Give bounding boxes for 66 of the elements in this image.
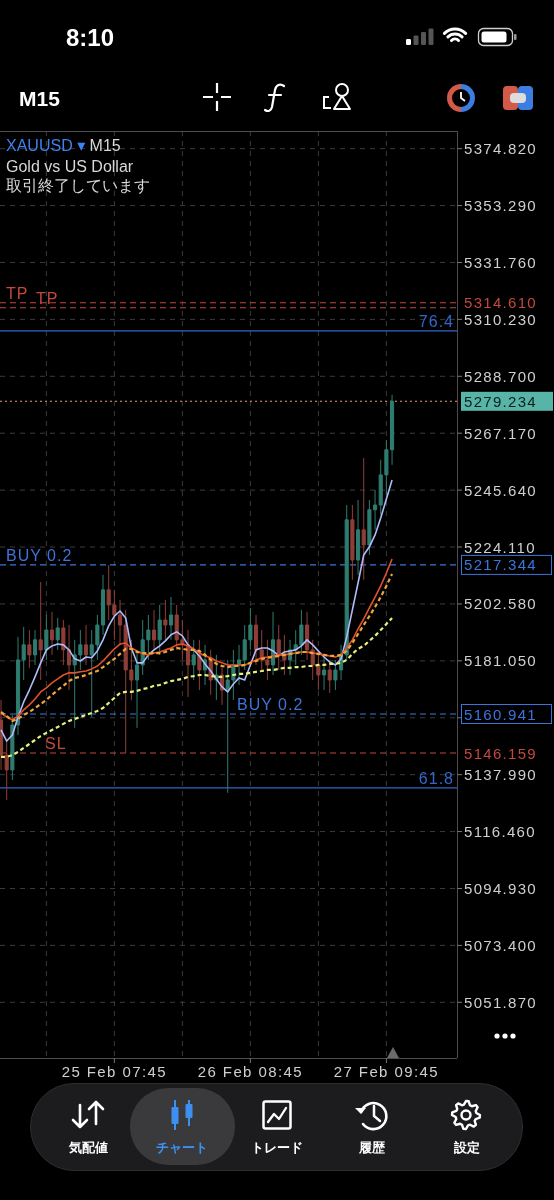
text: 設定 (452, 1140, 480, 1155)
y-tick-label: 5288.700 (464, 367, 537, 385)
y-tick-label: 5353.290 (464, 197, 537, 215)
ref-line-label: 5217.344 (464, 556, 537, 574)
candlestick (355, 499, 361, 576)
annotation: BUY 0.2 (237, 696, 304, 713)
line-series (0, 616, 394, 759)
annotation: SL (45, 735, 67, 753)
x-tick-label: 26 Feb 08:45 (197, 1063, 303, 1080)
ref-line-label: 5146.159 (464, 744, 537, 762)
annotation: BUY 0.2 (6, 546, 73, 564)
candlestick (282, 634, 287, 676)
candlestick (197, 639, 202, 691)
candlestick (185, 629, 191, 698)
text: 61.8 (418, 769, 454, 787)
text: 76.4 (418, 312, 454, 330)
x-tick-label: 27 Feb 09:45 (333, 1063, 439, 1080)
candlestick (310, 639, 315, 681)
ref-line-label: 5160.941 (464, 705, 537, 723)
candlestick (316, 649, 321, 691)
y-tick-label: 5137.990 (464, 766, 537, 784)
text: トレード (250, 1140, 303, 1155)
y-tick-label: 5202.580 (464, 595, 537, 613)
text: 履歴 (358, 1140, 386, 1155)
candlestick (83, 624, 89, 666)
candlestick (49, 611, 55, 656)
candlestick (168, 596, 174, 641)
candlestick (32, 629, 38, 666)
candlestick (157, 604, 162, 656)
ref-line-label: 5279.234 (464, 392, 537, 410)
candlestick (361, 457, 366, 581)
y-tick-label: 5116.460 (464, 823, 536, 841)
chart-title: XAUUSD ▾ M15 (6, 137, 121, 154)
candlestick (327, 659, 332, 694)
text: M15 (19, 87, 61, 110)
annotation: TP (36, 289, 59, 307)
candlestick (27, 629, 32, 669)
y-tick-label: 5267.170 (464, 424, 537, 442)
candlestick (55, 617, 60, 651)
y-tick-label: 5374.820 (464, 140, 537, 158)
candlestick (191, 639, 196, 681)
y-tick-label: 5181.050 (464, 652, 537, 670)
annotation: TP (6, 284, 29, 302)
y-tick-label: 5331.760 (464, 253, 537, 271)
y-tick-label: 5224.110 (464, 538, 536, 556)
y-tick-label: 5310.230 (464, 310, 537, 328)
text: Gold vs US Dollar 取引終了しています (6, 158, 150, 194)
x-tick-label: 25 Feb 07:45 (61, 1063, 167, 1080)
candlestick (304, 611, 310, 661)
candlestick (151, 609, 157, 651)
candlestick (350, 504, 355, 581)
y-tick-label: 5245.640 (464, 481, 537, 499)
candlestick (236, 644, 242, 686)
candlestick (270, 611, 276, 676)
text: 8:10 (65, 24, 115, 51)
y-tick-label: 5094.930 (464, 879, 537, 897)
candlestick (276, 624, 281, 671)
y-tick-label: 5051.870 (464, 993, 537, 1011)
ref-line-label: 5314.610 (464, 293, 537, 311)
y-tick-label: 5073.400 (464, 936, 537, 954)
text: チャート (156, 1140, 208, 1155)
text: 気配値 (68, 1140, 108, 1155)
candlestick (253, 614, 259, 666)
candlestick (44, 614, 49, 661)
candlestick (38, 581, 43, 681)
candlestick (163, 599, 168, 641)
